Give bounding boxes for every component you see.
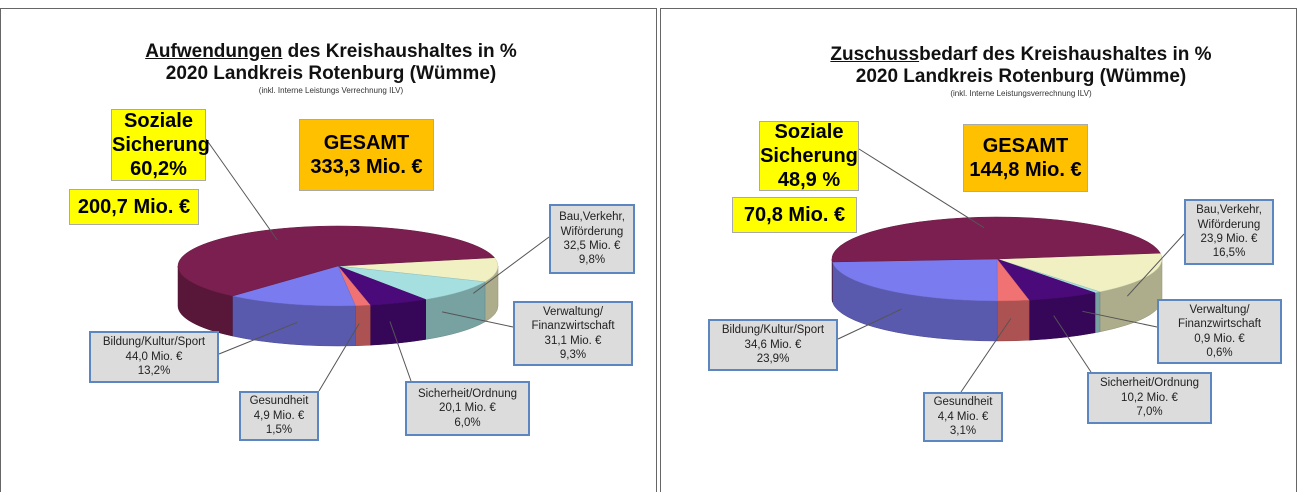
leader-line xyxy=(837,308,902,340)
slice xyxy=(177,225,496,297)
total-box: GESAMT 144,8 Mio. € xyxy=(963,124,1088,192)
leader-line xyxy=(960,318,1012,393)
category-name: Bildung/Kultur/Sport xyxy=(721,324,825,337)
chart-subtitle: (inkl. Interne Leistungsverrechnung ILV) xyxy=(821,89,1221,101)
title-underlined: Zuschuss xyxy=(830,44,920,65)
title-rest: bedarf des Kreishaushaltes in % xyxy=(919,44,1212,65)
category-label-box: Soziale Sicherung 60,2% xyxy=(111,109,210,181)
value-label: 3,1% xyxy=(949,425,977,438)
subtitle-text: (inkl. Interne Leistungs Verrechnung ILV… xyxy=(258,86,404,95)
slice xyxy=(232,265,356,307)
amount-label: 70,8 Mio. € xyxy=(743,204,846,226)
chart-title: Aufwendungen des Kreishaushaltes in % xyxy=(131,41,531,65)
title-text: 2020 Landkreis Rotenburg (Wümme) xyxy=(855,66,1187,87)
slice xyxy=(337,257,499,283)
category-name: Sicherheit/Ordnung xyxy=(417,387,518,400)
category-name: Gesundheit xyxy=(249,395,309,408)
category-label-box: Bildung/Kultur/Sport 44,0 Mio. € 13,2% xyxy=(89,331,219,383)
amount-label: 4,9 Mio. € xyxy=(253,409,305,422)
leader-line xyxy=(473,236,550,294)
category-label-box: Bildung/Kultur/Sport 34,6 Mio. € 23,9% xyxy=(708,319,838,371)
category-name: Soziale Sicherung xyxy=(112,110,210,156)
amount-label: 0,9 Mio. € xyxy=(1194,332,1245,345)
title-rest: des Kreishaushaltes in % xyxy=(282,41,517,62)
chart-panel: Zuschussbedarf des Kreishaushaltes in % 2… xyxy=(660,8,1297,492)
category-label-box: Verwaltung/ Finanzwirtschaft 0,9 Mio. €0,… xyxy=(1157,299,1282,364)
amount-label: 10,2 Mio. € xyxy=(1121,391,1178,404)
category-name: Bau,Verkehr, Wiförderung xyxy=(1196,204,1262,231)
chart-title-line2: 2020 Landkreis Rotenburg (Wümme) xyxy=(821,66,1221,90)
leader-line xyxy=(1053,315,1092,373)
chart-panel: Aufwendungen des Kreishaushaltes in % 202… xyxy=(0,8,657,492)
total-box: GESAMT 333,3 Mio. € xyxy=(299,119,434,191)
value-label: 6,0% xyxy=(454,416,481,429)
value-label: 16,5% xyxy=(1212,247,1246,260)
leader-line xyxy=(442,311,514,328)
title-underlined: Aufwendungen xyxy=(145,41,283,62)
value-label: 1,5% xyxy=(265,424,293,437)
amount-label: 4,4 Mio. € xyxy=(937,410,989,423)
total-label: 333,3 Mio. € xyxy=(310,156,423,178)
chart-subtitle: (inkl. Interne Leistungs Verrechnung ILV… xyxy=(131,86,531,98)
amount-label-box: 200,7 Mio. € xyxy=(69,189,199,225)
slice xyxy=(832,258,998,302)
value-label: 48,9 % xyxy=(777,169,841,191)
category-label-box: Gesundheit 4,4 Mio. € 3,1% xyxy=(923,392,1003,442)
slice-side xyxy=(370,299,426,346)
pie-chart xyxy=(177,138,550,392)
amount-label-box: 70,8 Mio. € xyxy=(732,197,857,233)
leader-line xyxy=(1082,310,1158,328)
value-label: 9,3% xyxy=(559,348,587,361)
amount-label: 32,5 Mio. € xyxy=(563,240,621,252)
subtitle-text: (inkl. Interne Leistungsverrechnung ILV) xyxy=(950,89,1092,98)
title-text: 2020 Landkreis Rotenburg (Wümme) xyxy=(165,63,497,84)
leader-line xyxy=(1126,233,1185,297)
category-label-box: Verwaltung/ Finanzwirtschaft 31,1 Mio. €9… xyxy=(513,301,633,366)
slice-side xyxy=(1094,291,1101,334)
category-label-box: Sicherheit/Ordnung 20,1 Mio. €6,0% xyxy=(405,381,530,436)
category-label-box: Bau,Verkehr, Wiförderung 32,5 Mio. € 9,8% xyxy=(549,204,635,274)
value-label: 7,0% xyxy=(1136,406,1163,419)
leader-line xyxy=(318,323,360,392)
value-label: 13,2% xyxy=(137,365,171,378)
amount-label: 34,6 Mio. € xyxy=(744,338,802,351)
leader-line xyxy=(218,321,298,355)
leader-line xyxy=(389,321,412,382)
category-name: Gesundheit xyxy=(933,396,993,409)
category-name: Sicherheit/Ordnung xyxy=(1099,377,1200,390)
total-label: 144,8 Mio. € xyxy=(969,159,1082,181)
category-label-box: Bau,Verkehr, Wiförderung 23,9 Mio. € 16,5% xyxy=(1184,199,1274,265)
category-name: Verwaltung/ Finanzwirtschaft xyxy=(1177,303,1262,331)
leader-line xyxy=(858,148,985,229)
slice xyxy=(337,265,486,300)
total-caption: GESAMT xyxy=(323,132,410,154)
category-name: Verwaltung/ Finanzwirtschaft xyxy=(531,305,615,333)
category-name: Bildung/Kultur/Sport xyxy=(102,336,206,349)
amount-label: 200,7 Mio. € xyxy=(77,196,191,218)
value-label: 9,8% xyxy=(578,254,606,267)
category-name: Bau,Verkehr, Wiförderung xyxy=(559,211,625,238)
slice xyxy=(996,252,1163,293)
value-label: 23,9% xyxy=(756,353,790,366)
amount-label: 44,0 Mio. € xyxy=(125,350,183,363)
category-name: Soziale Sicherung xyxy=(760,121,858,167)
leader-line xyxy=(205,138,278,241)
amount-label: 23,9 Mio. € xyxy=(1200,233,1258,245)
slice-side xyxy=(1028,292,1096,341)
amount-label: 20,1 Mio. € xyxy=(439,402,496,415)
value-label: 0,6% xyxy=(1206,346,1233,359)
amount-label: 31,1 Mio. € xyxy=(544,334,602,347)
category-label-box: Gesundheit 4,9 Mio. € 1,5% xyxy=(239,391,319,441)
pie-chart xyxy=(831,148,1185,393)
value-label: 60,2% xyxy=(130,158,187,180)
total-caption: GESAMT xyxy=(982,135,1069,157)
chart-title-line2: 2020 Landkreis Rotenburg (Wümme) xyxy=(131,63,531,87)
chart-title: Zuschussbedarf des Kreishaushaltes in % xyxy=(821,44,1221,68)
slice-side xyxy=(996,299,1030,342)
category-label-box: Sicherheit/Ordnung 10,2 Mio. € 7,0% xyxy=(1087,372,1212,424)
category-label-box: Soziale Sicherung 48,9 % xyxy=(759,121,859,191)
slice xyxy=(831,216,1161,263)
